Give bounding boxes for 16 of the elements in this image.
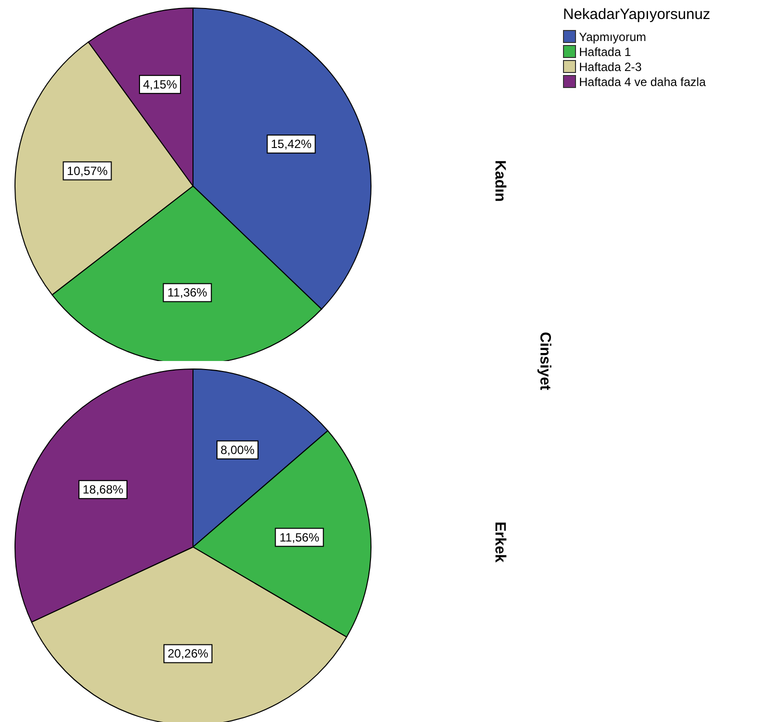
data-label: 11,36% (167, 286, 208, 300)
legend-label: Haftada 1 (579, 44, 632, 58)
legend-label: Yapmıyorum (579, 30, 646, 44)
data-label: 8,00% (220, 442, 255, 457)
slice-label: Erkek (492, 522, 508, 562)
legend-title: NekadarYapıyorsunuz (563, 6, 712, 23)
data-label: 11,56% (279, 530, 320, 544)
legend-label: Haftada 2-3 (579, 60, 642, 74)
data-label: 10,57% (66, 164, 108, 178)
data-label: 20,26% (168, 646, 209, 661)
data-label: 15,42% (270, 137, 312, 152)
data-label: 4,15% (142, 77, 178, 92)
slice-label: Kadın (492, 160, 508, 202)
legend-label: Haftada 4 ve daha fazla (579, 74, 706, 88)
data-label: 18,68% (82, 482, 124, 497)
text: Cinsiyet (536, 332, 554, 390)
